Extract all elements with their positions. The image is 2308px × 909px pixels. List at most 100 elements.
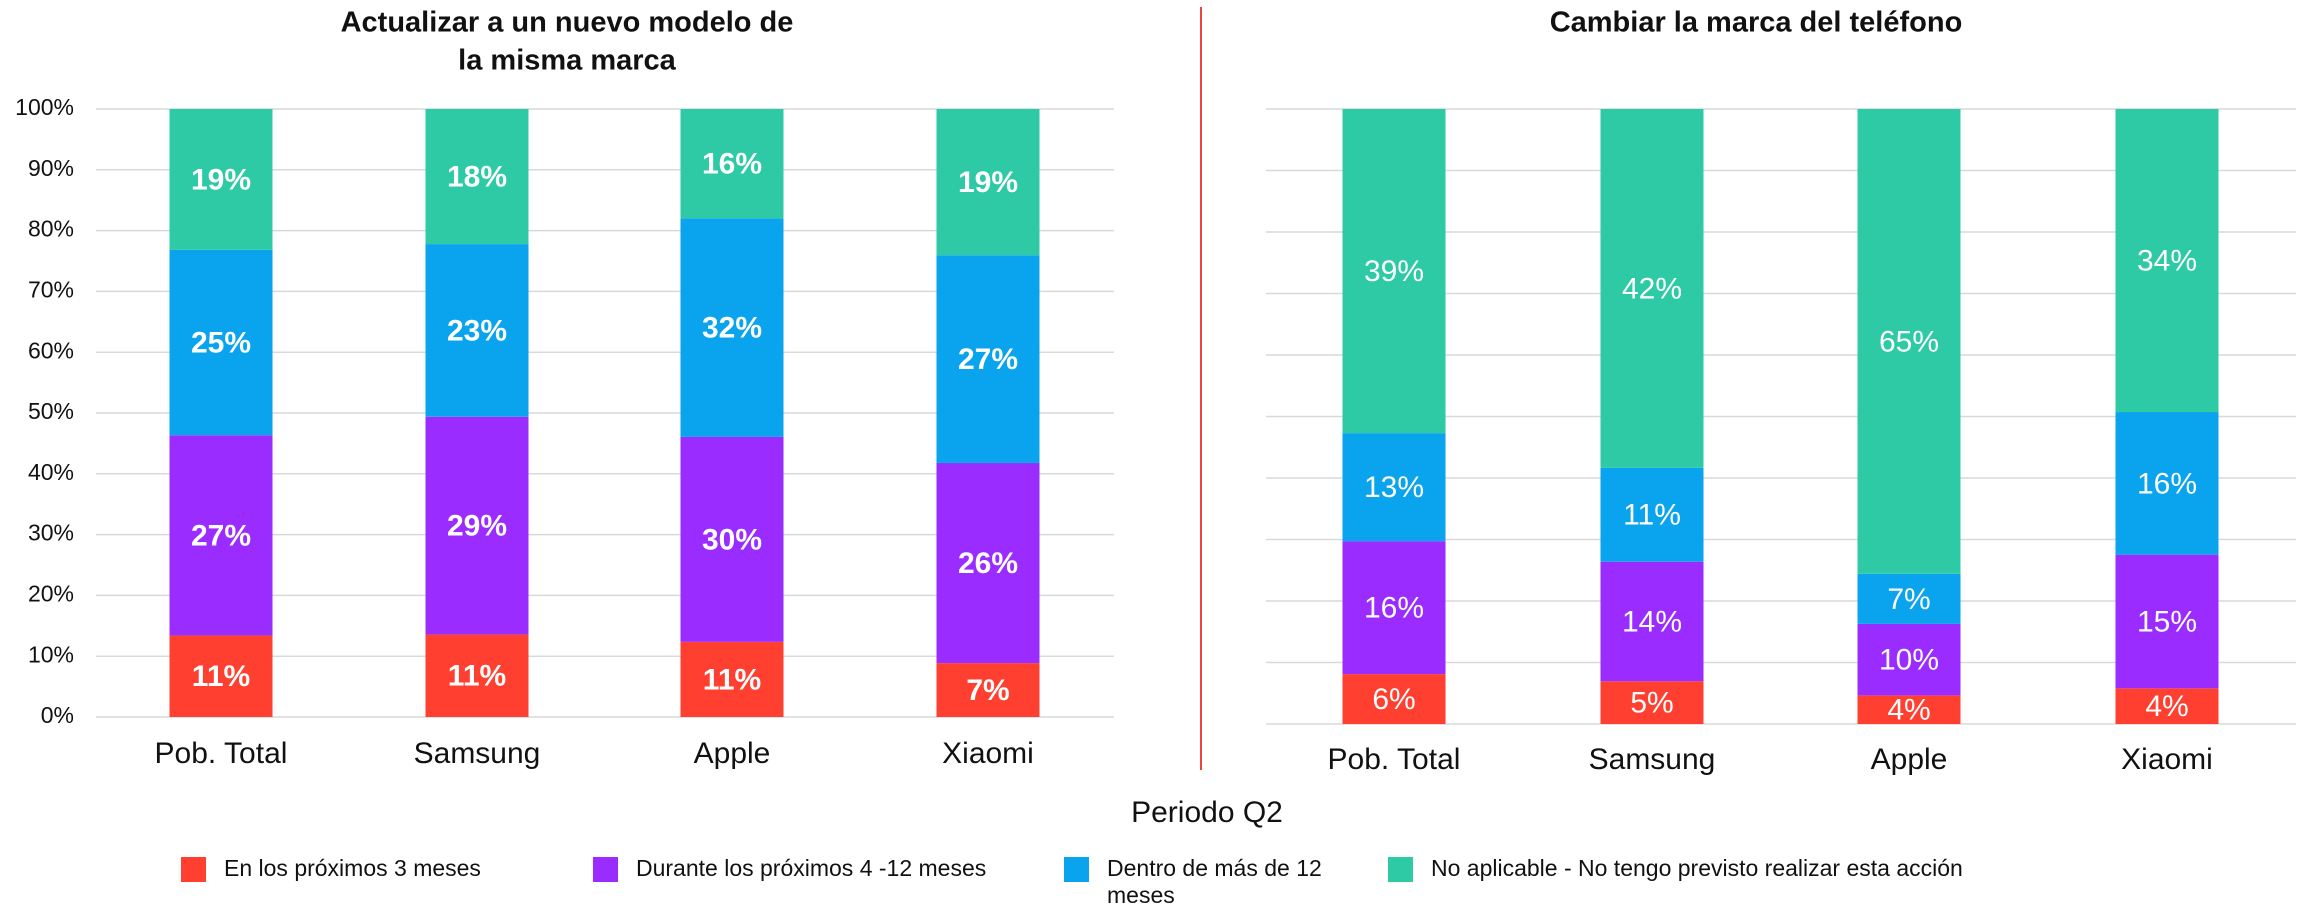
x-tick-label: Apple xyxy=(694,737,771,770)
y-tick-label: 70% xyxy=(28,276,74,302)
bar-segment xyxy=(1857,109,1961,574)
legend-label: En los próximos 3 meses xyxy=(224,855,481,881)
bar-segment xyxy=(936,663,1040,717)
data-label: 16% xyxy=(702,148,762,181)
legend-item: En los próximos 3 meses xyxy=(224,855,481,881)
bar-segment xyxy=(1342,541,1446,675)
legend-swatch xyxy=(1388,857,1413,882)
data-label: 11% xyxy=(448,660,506,693)
x-axis-label: Periodo Q2 xyxy=(1131,796,1283,829)
bar-segment xyxy=(1342,433,1446,542)
x-tick-label: Apple xyxy=(1871,743,1948,776)
bar-segment xyxy=(169,435,273,636)
bar-segment xyxy=(2115,109,2219,413)
x-tick-label: Pob. Total xyxy=(1328,743,1461,776)
legend-label: No aplicable - No tengo previsto realiza… xyxy=(1431,855,1963,881)
bar-segment xyxy=(1600,109,1704,468)
bar-segment xyxy=(425,416,529,635)
data-label: 6% xyxy=(1372,683,1415,716)
bar-segment xyxy=(2115,554,2219,689)
y-tick-label: 60% xyxy=(28,337,74,363)
y-tick-label: 80% xyxy=(28,216,74,242)
x-tick-label: Samsung xyxy=(414,737,541,770)
bar-segment xyxy=(680,109,784,219)
data-label: 10% xyxy=(1879,644,1939,677)
bar-segment xyxy=(1600,467,1704,562)
data-label: 4% xyxy=(2145,690,2188,723)
legend-swatch xyxy=(593,857,618,882)
y-tick-label: 10% xyxy=(28,641,74,667)
bar-segment xyxy=(1857,573,1961,624)
bar-segment xyxy=(169,249,273,436)
bar-segment xyxy=(936,255,1040,464)
bar-segment xyxy=(680,641,784,717)
data-label: 42% xyxy=(1622,272,1682,305)
data-label: 34% xyxy=(2137,244,2197,277)
x-tick-label: Pob. Total xyxy=(155,737,288,770)
y-tick-label: 40% xyxy=(28,459,74,485)
data-label: 16% xyxy=(2137,467,2197,500)
bar-segment xyxy=(425,244,529,417)
data-label: 19% xyxy=(958,166,1018,199)
chart-title: Actualizar a un nuevo modelo de xyxy=(341,7,794,39)
data-label: 39% xyxy=(1364,255,1424,288)
bar-segment xyxy=(169,635,273,717)
bar-segment xyxy=(2115,412,2219,555)
data-label: 7% xyxy=(966,674,1009,707)
bar-segment xyxy=(1342,109,1446,434)
bar-segment xyxy=(1342,674,1446,724)
data-label: 15% xyxy=(2137,605,2197,638)
bar-segment xyxy=(1600,681,1704,724)
legend-label: Dentro de más de 12 meses xyxy=(1107,855,1322,908)
legend-item: No aplicable - No tengo previsto realiza… xyxy=(1431,855,1963,881)
data-label: 19% xyxy=(191,163,251,196)
bar-segment xyxy=(2115,688,2219,724)
data-label: 4% xyxy=(1887,694,1930,727)
y-tick-label: 30% xyxy=(28,520,74,546)
chart-title: la misma marca xyxy=(458,45,677,77)
legend-label: Durante los próximos 4 -12 meses xyxy=(636,855,987,881)
y-tick-label: 20% xyxy=(28,580,74,606)
legend-swatch xyxy=(181,857,206,882)
data-label: 16% xyxy=(1364,592,1424,625)
data-label: 23% xyxy=(447,314,507,347)
bar-segment xyxy=(936,109,1040,256)
data-label: 27% xyxy=(191,519,251,552)
data-label: 29% xyxy=(447,510,507,543)
legend-item: Dentro de más de 12 meses xyxy=(1107,855,1322,908)
data-label: 7% xyxy=(1887,583,1930,616)
legend-swatch xyxy=(1064,857,1089,882)
legend-item: Durante los próximos 4 -12 meses xyxy=(636,855,987,881)
data-label: 27% xyxy=(958,343,1018,376)
y-tick-label: 100% xyxy=(15,94,74,120)
x-tick-label: Xiaomi xyxy=(942,737,1034,770)
data-label: 30% xyxy=(702,523,762,556)
bar-segment xyxy=(425,109,529,245)
data-label: 25% xyxy=(191,326,251,359)
data-label: 65% xyxy=(1879,325,1939,358)
y-tick-label: 90% xyxy=(28,155,74,181)
x-tick-label: Xiaomi xyxy=(2121,743,2213,776)
data-label: 26% xyxy=(958,547,1018,580)
bar-segment xyxy=(936,463,1040,664)
bar-segment xyxy=(680,218,784,437)
bar-segment xyxy=(1600,561,1704,682)
bar-segment xyxy=(169,109,273,250)
data-label: 14% xyxy=(1622,605,1682,638)
chart-title: Cambiar la marca del teléfono xyxy=(1550,7,1963,39)
data-label: 13% xyxy=(1364,471,1424,504)
data-label: 32% xyxy=(702,312,762,345)
bar-segment xyxy=(1857,695,1961,724)
bar-segment xyxy=(1857,623,1961,696)
data-label: 11% xyxy=(1623,499,1681,532)
x-tick-label: Samsung xyxy=(1589,743,1716,776)
bar-segment xyxy=(680,436,784,642)
bar-segment xyxy=(425,634,529,717)
y-tick-label: 50% xyxy=(28,398,74,424)
data-label: 11% xyxy=(192,660,250,693)
data-label: 11% xyxy=(703,663,761,696)
y-tick-label: 0% xyxy=(41,702,74,728)
data-label: 5% xyxy=(1630,687,1673,720)
data-label: 18% xyxy=(447,160,507,193)
